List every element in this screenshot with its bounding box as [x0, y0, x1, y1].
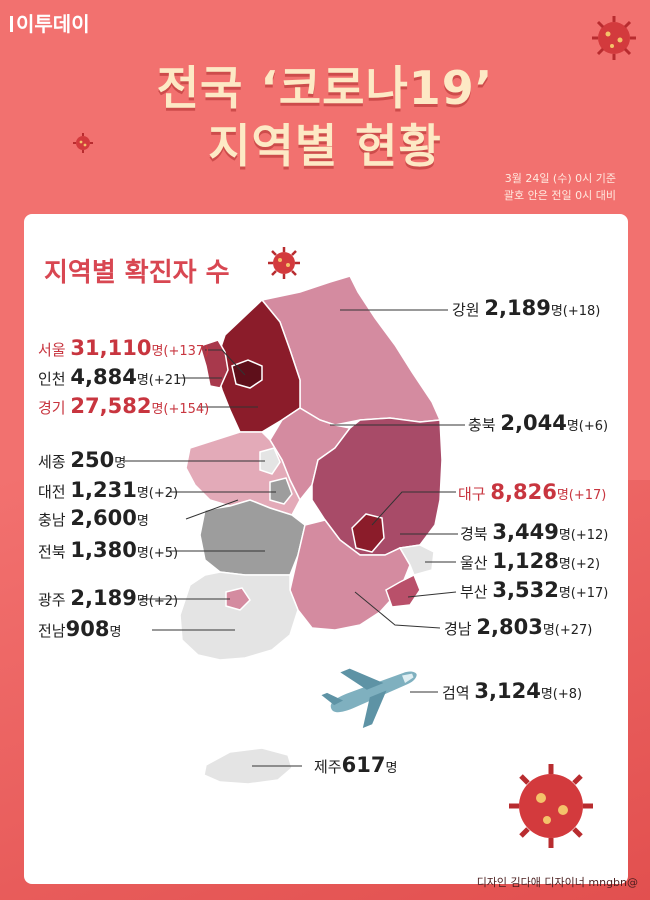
region-incheon	[199, 339, 229, 389]
basis-date: 3월 24일 (수) 0시 기준	[504, 172, 616, 185]
designer-credit: 디자인 김다애 디자이너 mngbn@	[476, 876, 638, 889]
region-seoul	[231, 359, 263, 389]
label-daegu: 대구 8,826명(+17)	[458, 480, 607, 504]
label-jeonnam: 전남908명	[38, 617, 122, 641]
card-title: 지역별 확진자 수	[44, 258, 230, 288]
airplane-icon	[321, 668, 417, 729]
region-jeonnam	[179, 571, 299, 661]
virus-icon	[592, 16, 636, 60]
basis-comparison: 괄호 안은 전일 0시 대비	[503, 189, 616, 202]
headline-line-1: 전국 ‘코로나19’	[156, 61, 494, 115]
label-gyeongbuk: 경북 3,449명(+12)	[460, 520, 609, 544]
label-ulsan: 울산 1,128명(+2)	[460, 549, 601, 573]
label-jeju: 제주617명	[314, 753, 398, 777]
leader-lines	[125, 309, 465, 767]
label-gwangju: 광주 2,189명(+2)	[38, 586, 179, 610]
region-sejong	[259, 447, 281, 475]
virus-icon	[268, 247, 300, 279]
basis-note: 3월 24일 (수) 0시 기준 괄호 안은 전일 0시 대비	[504, 170, 616, 204]
headline-line-2: 지역별 현황	[208, 119, 442, 173]
label-daejeon: 대전 1,231명(+2)	[38, 478, 179, 502]
brand-logo: 이투데이	[10, 8, 90, 37]
region-daegu	[351, 513, 385, 553]
region-gwangju	[225, 587, 251, 611]
label-jeonbuk: 전북 1,380명(+5)	[38, 538, 179, 562]
region-daejeon	[269, 477, 293, 505]
label-gyeongnam: 경남 2,803명(+27)	[444, 615, 593, 639]
label-seoul: 서울 31,110명(+137)	[38, 336, 210, 360]
label-incheon: 인천 4,884명(+21)	[38, 365, 187, 389]
label-chungnam: 충남 2,600명	[38, 506, 149, 530]
label-chungbuk: 충북 2,044명(+6)	[468, 411, 609, 435]
region-jeonbuk	[199, 499, 306, 576]
label-gyeonggi: 경기 27,582명(+154)	[38, 394, 210, 418]
label-quarantine: 검역 3,124명(+8)	[442, 679, 583, 703]
region-jeju	[203, 747, 293, 785]
label-sejong: 세종 250명	[38, 448, 127, 472]
virus-icon	[73, 133, 93, 153]
label-gangwon: 강원 2,189명(+18)	[452, 296, 601, 320]
label-busan: 부산 3,532명(+17)	[460, 578, 609, 602]
region-busan	[385, 573, 421, 608]
region-ulsan	[398, 544, 435, 576]
virus-icon	[509, 764, 593, 848]
